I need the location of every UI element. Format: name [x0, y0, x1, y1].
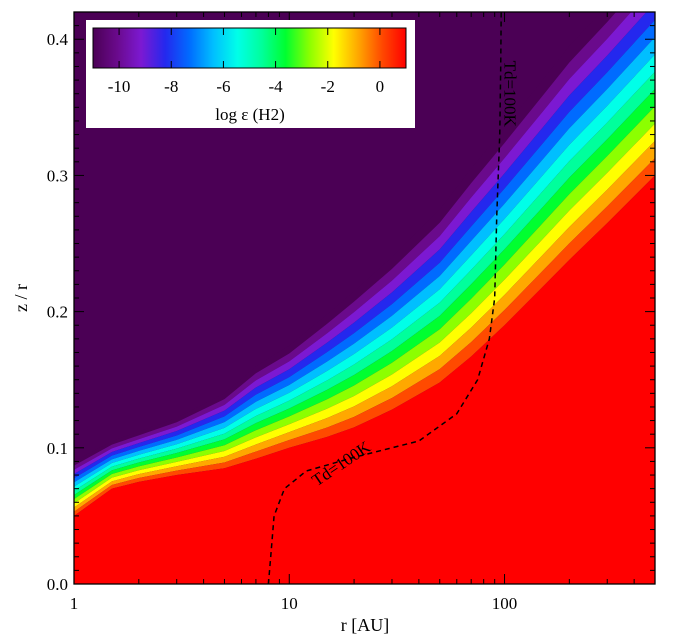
colorbar-gradient: [92, 27, 407, 69]
x-tick-label: 10: [281, 594, 298, 613]
colorbar-tick-label: -10: [108, 77, 131, 96]
colorbar-label: log ε (H2): [215, 105, 284, 124]
colorbar-tick-label: 0: [376, 77, 385, 96]
colorbar-tick-label: -2: [321, 77, 335, 96]
color-band: [74, 175, 655, 584]
y-tick-label: 0.2: [47, 303, 68, 322]
color-band: [74, 12, 647, 474]
color-band: [74, 158, 655, 516]
y-tick-label: 0.1: [47, 439, 68, 458]
colorbar-tick-label: -6: [216, 77, 230, 96]
color-band: [74, 12, 617, 466]
y-axis-title: z / r: [11, 284, 31, 312]
contour-label: Td=100K: [501, 61, 520, 128]
y-axis-ticks: 0.0 0.1 0.2 0.3 0.4: [47, 11, 655, 594]
y-tick-label: 0.4: [47, 30, 69, 49]
y-tick-label: 0.0: [47, 575, 68, 594]
colorbar: -10 -8 -6 -4 -2 0 log ε (H2): [86, 20, 415, 128]
td-100k-contour-line: [267, 12, 502, 584]
color-band: [74, 12, 632, 470]
colorbar-tick-label: -4: [268, 77, 283, 96]
x-axis-title: r [AU]: [341, 615, 389, 635]
colorbar-label-box: [190, 100, 310, 128]
colorbar-tick-label: -8: [164, 77, 178, 96]
y-tick-label: 0.3: [47, 166, 68, 185]
x-tick-label: 100: [492, 594, 518, 613]
x-tick-label: 1: [70, 594, 79, 613]
color-bands: [74, 12, 655, 584]
colorbar-ticks: -10 -8 -6 -4 -2 0: [108, 28, 384, 96]
x-axis-ticks: 1 10 100: [70, 12, 656, 613]
